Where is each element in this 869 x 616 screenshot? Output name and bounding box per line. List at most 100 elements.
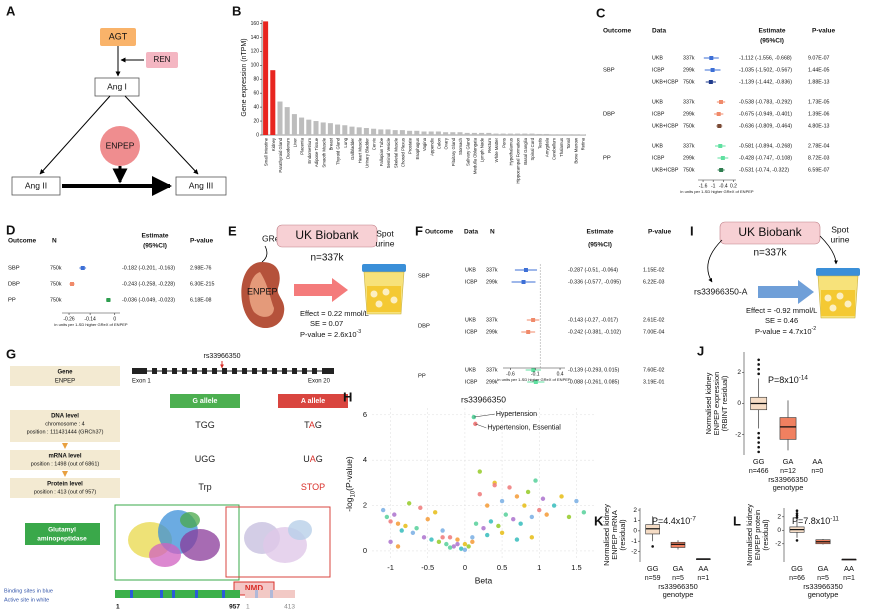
codon-part: A (310, 454, 316, 464)
y-axis-label: ENPEP mRNA (610, 510, 619, 559)
nmd-label: NMD (245, 584, 263, 593)
exon (132, 368, 144, 374)
spot-urine-label: Spot (831, 224, 849, 234)
estimate-marker (709, 56, 714, 60)
spot-urine-label: urine (376, 238, 395, 248)
estimate-label: -1.139 (-1.442, -0.836) (739, 79, 792, 85)
n-label: n=59 (645, 575, 661, 582)
codon: TAG (304, 420, 322, 430)
effect-arrow (294, 278, 348, 302)
y-axis-label: ENPEP expression (712, 372, 721, 436)
x-tick-label: -1.6 (699, 183, 708, 189)
p-value: 2.78E-04 (808, 143, 830, 149)
level-detail: chromosome : 4 (45, 421, 84, 427)
level-box (10, 410, 120, 442)
bar (471, 132, 477, 135)
bar (291, 114, 297, 135)
point (388, 539, 393, 545)
sample-size: 750k (50, 297, 62, 303)
column-header: P-value (812, 28, 836, 35)
x-tick-label: Stomach (458, 137, 463, 155)
point (473, 521, 479, 526)
point (544, 512, 549, 517)
estimate-label: -0.531 (-0.74, -0.322) (739, 167, 789, 173)
estimate-marker (533, 380, 538, 384)
estimate-label: -0.428 (-0.747, -0.108) (739, 155, 792, 161)
estimate-marker (531, 368, 536, 372)
data-source: UKB (652, 99, 663, 105)
estimate-marker (523, 268, 528, 272)
point (551, 503, 557, 508)
outlier (795, 512, 799, 515)
point (574, 498, 579, 504)
data-source: UKB (465, 317, 476, 323)
x-tick-label: Endometrium (307, 138, 312, 164)
point (418, 505, 423, 511)
bar (529, 133, 535, 135)
effect-arrow (758, 280, 814, 304)
cup-decoration (824, 294, 832, 302)
x-tick-label: Prostate (408, 137, 413, 154)
label: ENPEP (106, 140, 135, 150)
p-value-label: P-value = 2.6x10-3 (300, 329, 361, 339)
binding-site (222, 590, 225, 598)
p-value: 9.07E-07 (808, 55, 830, 61)
estimate-label: -0.538 (-0.783, -0.292) (739, 99, 792, 105)
x-axis-label: genotype (773, 483, 804, 492)
y-tick-label: 120 (251, 49, 260, 55)
exon (222, 368, 227, 374)
x-tick-label: -1 (387, 563, 394, 572)
bar (342, 125, 348, 135)
bar (363, 128, 369, 135)
x-tick-label: Cerebellum (552, 138, 557, 160)
estimate-marker (708, 80, 713, 84)
x-axis-label: genotype (808, 590, 839, 599)
estimate-marker (531, 318, 536, 322)
point (518, 521, 523, 526)
exon (262, 368, 267, 374)
y-tick-label: 0 (737, 400, 741, 407)
outlier (795, 516, 799, 519)
snp-label: rs33966350 (204, 353, 241, 360)
data-source: UKB (652, 143, 663, 149)
level-detail: position : 111431444 (GRCh37) (27, 429, 104, 435)
y-axis-label: ENPEP protein (753, 510, 762, 560)
annotation: Hypertension, Essential (487, 425, 561, 432)
x-tick-label: Duodenum (285, 138, 290, 159)
estimate-label: -0.636 (-0.809, -0.464) (739, 123, 792, 129)
gene-box (10, 366, 120, 386)
exon (312, 368, 317, 374)
outcome-label: DBP (418, 324, 430, 330)
outlier (757, 431, 760, 435)
point (470, 535, 475, 540)
label: Ang III (189, 180, 214, 190)
estimate-marker (717, 124, 722, 128)
point (537, 507, 542, 513)
column-header: N (52, 238, 57, 245)
n-label: n=5 (672, 575, 684, 582)
x-tick-label: -0.14 (84, 316, 96, 322)
column-header: Outcome (603, 28, 632, 35)
y-axis-label: (RBINT residual) (720, 375, 729, 431)
x-tick-label: Pituitary Gland (451, 137, 456, 166)
superscript: -11 (830, 515, 839, 522)
p-value: 1.44E-05 (808, 67, 830, 73)
data-source: UKB (652, 55, 663, 61)
column-header: Estimate (141, 233, 168, 240)
label-part: P=7.8x10 (792, 516, 830, 526)
sample-size: 299k (486, 279, 498, 285)
data-source: ICBP (465, 329, 478, 335)
level-title: mRNA level (48, 454, 81, 460)
bar (385, 129, 391, 135)
point (406, 501, 412, 506)
point (581, 510, 587, 515)
x-tick-label: GG (753, 457, 765, 466)
point (436, 539, 442, 545)
y-tick-label: 0 (256, 132, 259, 138)
y-tick-label: 1 (633, 517, 637, 524)
p-value: 6.30E-215 (190, 281, 214, 287)
point (566, 514, 572, 520)
p-value: 7.60E-02 (643, 367, 665, 373)
